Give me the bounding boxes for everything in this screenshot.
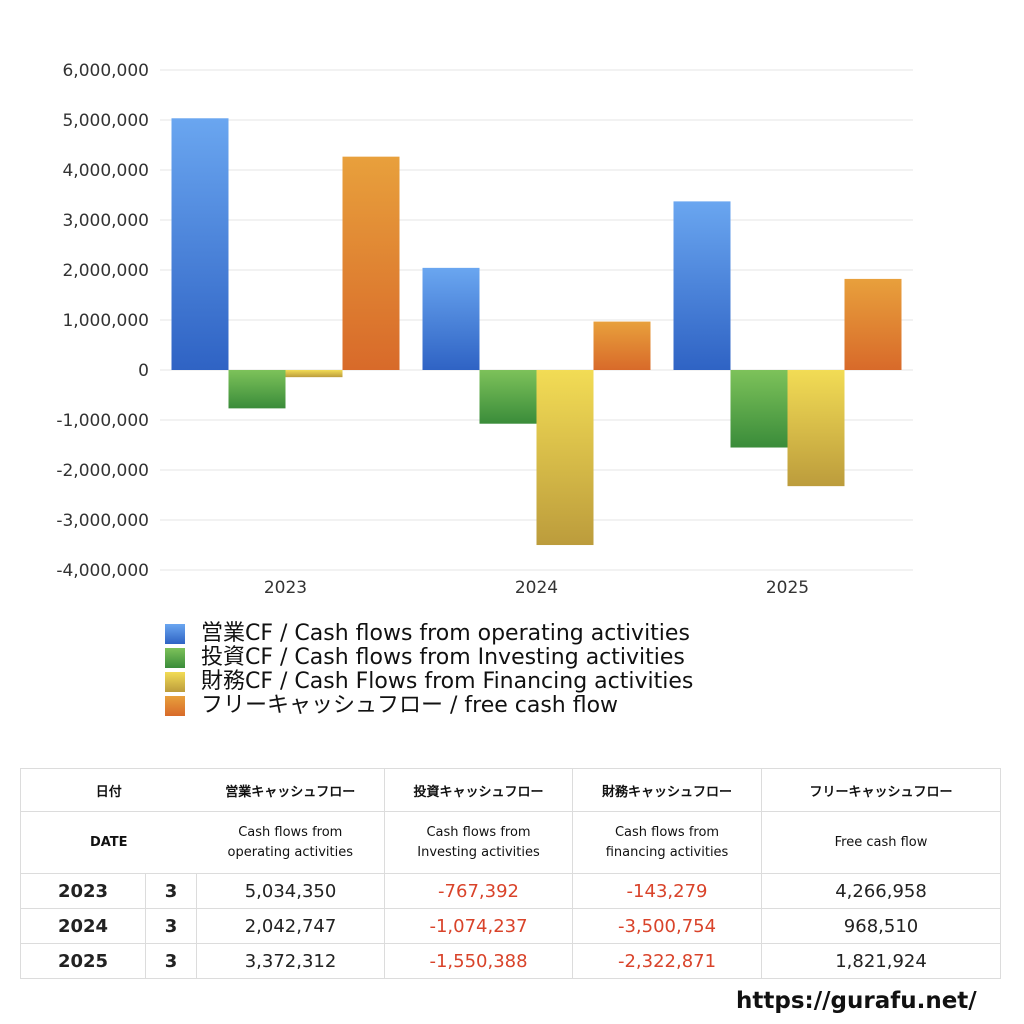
y-tick-label: -1,000,000 [56, 411, 149, 431]
table-row: 2024 3 2,042,747 -1,074,237 -3,500,754 9… [20, 908, 1002, 944]
header-operating-en-line1: Cash flows from [238, 824, 343, 840]
header-operating-en-line2: operating activities [227, 844, 353, 860]
bars [171, 118, 902, 546]
legend-label-operating: 営業CF / Cash flows from operating activit… [201, 621, 690, 646]
x-tick-label: 2024 [515, 578, 558, 598]
row-financing: -2,322,871 [572, 943, 763, 979]
legend-item-operating: 営業CF / Cash flows from operating activit… [165, 622, 693, 646]
bar-financing-2023 [285, 370, 343, 378]
bar-operating-2024 [422, 267, 480, 370]
row-operating: 2,042,747 [196, 908, 386, 944]
table-row: 2025 3 3,372,312 -1,550,388 -2,322,871 1… [20, 943, 1002, 979]
row-free: 4,266,958 [761, 873, 1002, 909]
row-operating: 3,372,312 [196, 943, 386, 979]
row-investing: -1,074,237 [384, 908, 574, 944]
row-year: 2023 [20, 873, 146, 909]
x-tick-label: 2025 [766, 578, 809, 598]
y-tick-label: -4,000,000 [56, 561, 149, 581]
legend-label-investing: 投資CF / Cash flows from Investing activit… [201, 645, 685, 670]
y-tick-label: -2,000,000 [56, 461, 149, 481]
legend-label-financing: 財務CF / Cash Flows from Financing activit… [201, 669, 694, 694]
header-investing-en-line1: Cash flows from [426, 824, 531, 840]
header-financing-jp: 財務キャッシュフロー [572, 768, 763, 812]
header-investing-en-line2: Investing activities [417, 844, 540, 860]
header-operating-jp: 営業キャッシュフロー [196, 768, 386, 812]
y-axis-ticks: 6,000,000 5,000,000 4,000,000 3,000,000 2,00… [56, 61, 149, 581]
y-tick-label: 1,000,000 [62, 311, 149, 331]
y-tick-label: 4,000,000 [62, 161, 149, 181]
bar-investing-2023 [228, 370, 286, 409]
row-investing: -767,392 [384, 873, 574, 909]
row-financing: -143,279 [572, 873, 763, 909]
header-financing-en-line2: financing activities [605, 844, 729, 860]
row-month: 3 [144, 908, 198, 944]
row-financing: -3,500,754 [572, 908, 763, 944]
bar-free-2025 [844, 278, 902, 370]
header-financing-en: Cash flows from financing activities [572, 811, 763, 874]
header-financing-en-line1: Cash flows from [614, 824, 720, 840]
bar-investing-2025 [730, 370, 788, 448]
y-tick-label: -3,000,000 [56, 511, 149, 531]
row-month: 3 [144, 873, 198, 909]
table-header-jp: 日付 営業キャッシュフロー 投資キャッシュフロー 財務キャッシュフロー フリーキ… [19, 768, 1002, 812]
cash-flow-table: 日付 営業キャッシュフロー 投資キャッシュフロー 財務キャッシュフロー フリーキ… [19, 768, 1002, 979]
legend-label-free: フリーキャッシュフロー / free cash flow [201, 693, 619, 718]
header-date-jp: 日付 [19, 768, 197, 812]
row-free: 1,821,924 [761, 943, 1002, 979]
bar-investing-2024 [479, 370, 537, 424]
header-operating-en: Cash flows from operating activities [196, 811, 386, 874]
legend-item-free: フリーキャッシュフロー / free cash flow [165, 694, 693, 718]
row-free: 968,510 [761, 908, 1002, 944]
legend-swatch-financing [165, 672, 185, 692]
header-date-en: DATE [19, 811, 197, 874]
header-free-jp: フリーキャッシュフロー [761, 768, 1002, 812]
y-tick-label: 6,000,000 [62, 61, 149, 81]
bar-operating-2025 [673, 201, 731, 370]
row-year: 2025 [20, 943, 146, 979]
x-axis-ticks: 2023 2024 2025 [264, 578, 809, 598]
chart-legend: 営業CF / Cash flows from operating activit… [165, 622, 693, 718]
legend-item-financing: 財務CF / Cash Flows from Financing activit… [165, 670, 693, 694]
table-header-en: DATE Cash flows from operating activitie… [19, 811, 1002, 874]
bar-operating-2023 [171, 118, 229, 370]
table-row: 2023 3 5,034,350 -767,392 -143,279 4,266… [20, 873, 1002, 909]
legend-swatch-operating [165, 624, 185, 644]
row-investing: -1,550,388 [384, 943, 574, 979]
y-tick-label: 2,000,000 [62, 261, 149, 281]
bar-financing-2024 [536, 370, 594, 546]
site-url: https://gurafu.net/ [736, 988, 977, 1014]
x-tick-label: 2023 [264, 578, 307, 598]
header-investing-en: Cash flows from Investing activities [384, 811, 574, 874]
legend-item-investing: 投資CF / Cash flows from Investing activit… [165, 646, 693, 670]
y-tick-label: 5,000,000 [62, 111, 149, 131]
header-free-en: Free cash flow [761, 811, 1002, 874]
row-operating: 5,034,350 [196, 873, 386, 909]
legend-swatch-investing [165, 648, 185, 668]
bar-free-2023 [342, 156, 400, 370]
bar-financing-2025 [787, 370, 845, 487]
row-month: 3 [144, 943, 198, 979]
cash-flow-bar-chart: 6,000,000 5,000,000 4,000,000 3,000,000 2,00… [56, 61, 913, 598]
legend-swatch-free [165, 696, 185, 716]
row-year: 2024 [20, 908, 146, 944]
header-investing-jp: 投資キャッシュフロー [384, 768, 574, 812]
bar-free-2024 [593, 321, 651, 370]
y-tick-label: 0 [138, 361, 149, 381]
y-tick-label: 3,000,000 [62, 211, 149, 231]
